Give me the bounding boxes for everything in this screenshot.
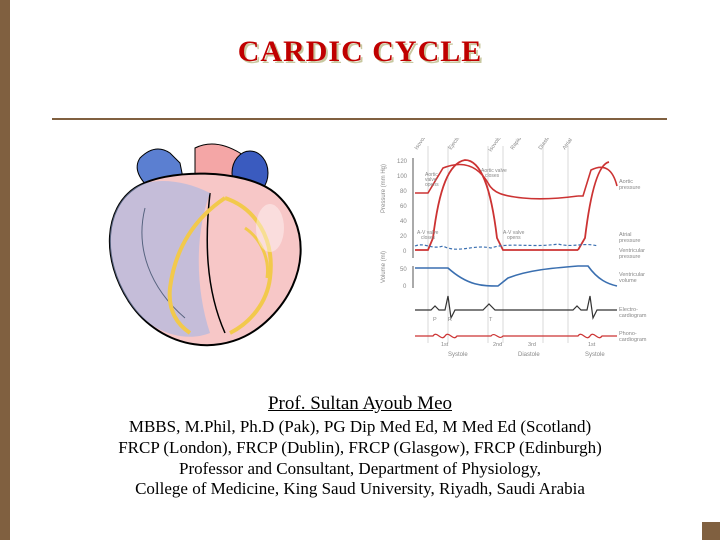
credentials-line-4: College of Medicine, King Saud Universit… xyxy=(0,479,720,500)
svg-text:40: 40 xyxy=(400,219,407,225)
page-title: CARDIC CYCLE xyxy=(0,35,720,69)
svg-text:closes: closes xyxy=(421,235,436,241)
author-block: Prof. Sultan Ayoub Meo MBBS, M.Phil, Ph.… xyxy=(0,392,720,500)
svg-text:60: 60 xyxy=(400,204,407,210)
svg-text:P: P xyxy=(433,317,437,323)
svg-text:1st: 1st xyxy=(588,342,596,348)
corner-accent xyxy=(702,522,720,540)
svg-text:50: 50 xyxy=(400,267,407,273)
svg-text:2nd: 2nd xyxy=(493,342,502,348)
svg-text:100: 100 xyxy=(397,174,408,180)
author-name-text: Prof. Sultan Ayoub Meo xyxy=(268,393,452,414)
svg-text:120: 120 xyxy=(397,159,408,165)
svg-text:Systole: Systole xyxy=(448,352,468,358)
credentials-line-1: MBBS, M.Phil, Ph.D (Pak), PG Dip Med Ed,… xyxy=(0,417,720,438)
svg-text:Diastole: Diastole xyxy=(518,352,540,358)
heart-illustration xyxy=(75,138,355,358)
svg-text:3rd: 3rd xyxy=(528,342,536,348)
svg-text:pressure: pressure xyxy=(619,238,640,244)
title-text: CARDIC CYCLE xyxy=(238,35,483,68)
svg-text:20: 20 xyxy=(400,234,407,240)
svg-text:80: 80 xyxy=(400,189,407,195)
svg-text:cardiogram: cardiogram xyxy=(619,313,647,319)
title-underline xyxy=(52,118,667,120)
svg-text:1st: 1st xyxy=(441,342,449,348)
svg-text:opens: opens xyxy=(507,235,521,241)
svg-text:closes: closes xyxy=(485,173,500,179)
svg-text:pressure: pressure xyxy=(619,254,640,260)
figure-row: 120 100 80 60 40 20 0 Pressure (mm Hg) I… xyxy=(75,138,648,358)
svg-text:pressure: pressure xyxy=(619,185,640,191)
svg-text:Pressure (mm Hg): Pressure (mm Hg) xyxy=(381,164,387,213)
svg-text:Volume (ml): Volume (ml) xyxy=(381,251,387,283)
svg-text:volume: volume xyxy=(619,278,637,284)
svg-text:cardiogram: cardiogram xyxy=(619,337,647,343)
svg-text:opens: opens xyxy=(425,182,439,188)
author-name: Prof. Sultan Ayoub Meo xyxy=(0,392,720,415)
credentials-line-2: FRCP (London), FRCP (Dublin), FRCP (Glas… xyxy=(0,438,720,459)
credentials-line-3: Professor and Consultant, Department of … xyxy=(0,459,720,480)
svg-text:Systole: Systole xyxy=(585,352,605,358)
svg-text:R: R xyxy=(448,317,452,323)
cardiac-cycle-chart: 120 100 80 60 40 20 0 Pressure (mm Hg) I… xyxy=(373,138,648,358)
